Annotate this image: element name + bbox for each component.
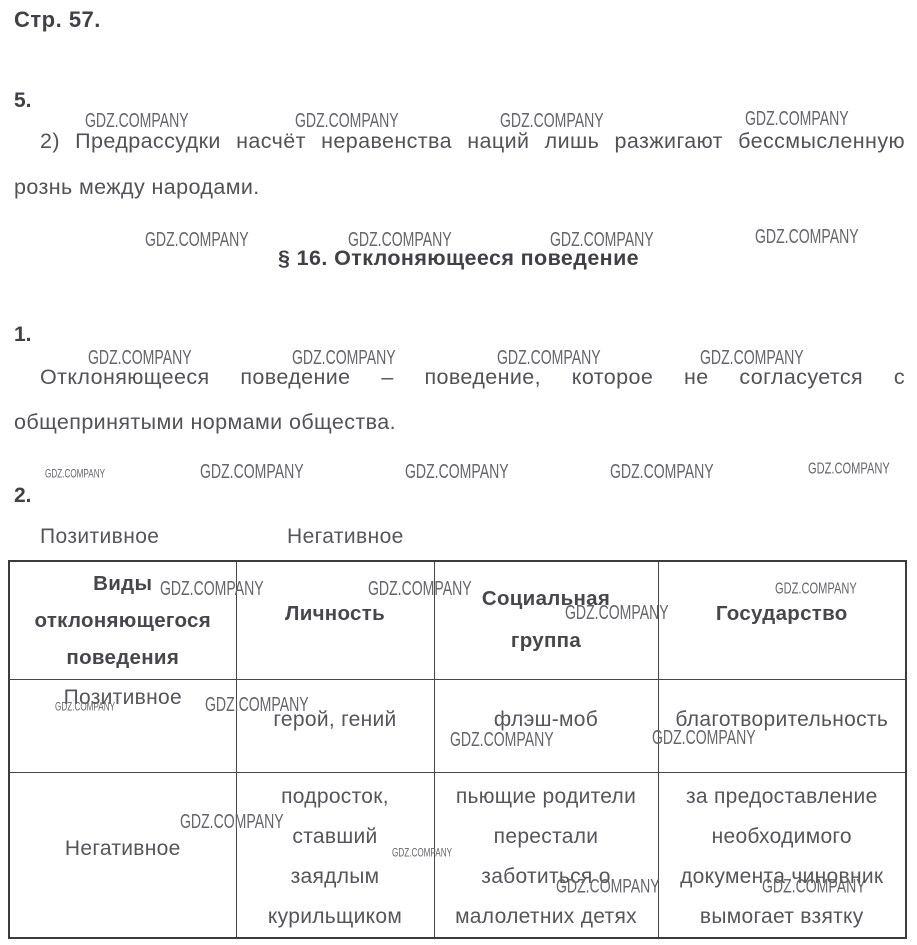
header-line: Государство xyxy=(715,602,848,625)
table-cell: подросток, ставший заядлым курильщиком xyxy=(235,771,435,938)
header-line: группа xyxy=(510,629,582,652)
row-label-cell: Позитивное xyxy=(8,678,237,773)
watermark: GDZ.COMPANY xyxy=(808,459,890,478)
table-row-negative: Негативное подросток, ставший заядлым ку… xyxy=(8,771,907,938)
watermark: GDZ.COMPANY xyxy=(200,460,304,483)
section-5-number: 5. xyxy=(14,89,32,112)
header-line: Социальная xyxy=(481,587,611,610)
watermark: GDZ.COMPANY xyxy=(550,228,654,251)
legend-positive: Позитивное xyxy=(40,525,160,548)
deviant-behavior-table: Виды отклоняющегося поведения Личность С… xyxy=(8,560,907,939)
watermark: GDZ.COMPANY xyxy=(450,728,554,751)
cell-line: заядлым xyxy=(290,864,380,888)
cell-line: благотворительность xyxy=(675,707,889,731)
table-cell: герой, гений xyxy=(235,678,435,773)
cell-line: флэш-моб xyxy=(493,707,599,731)
cell-line: курильщиком xyxy=(267,904,403,928)
paragraph-heading: § 16. Отклоняющееся поведение xyxy=(277,246,640,270)
table-header-state: Государство xyxy=(657,560,907,680)
table-cell: пьющие родители перестали заботиться о м… xyxy=(433,771,659,938)
section-1-text-line: Отклоняющееся поведение – поведение, кот… xyxy=(40,365,905,389)
row-label-cell: Негативное xyxy=(8,771,237,938)
page-title: Стр. 57. xyxy=(14,7,101,32)
cell-line: пьющие родители xyxy=(455,784,637,808)
watermark: GDZ.COMPANY xyxy=(348,228,452,251)
table-cell: благотворительность xyxy=(657,678,907,773)
cell-line: ставший xyxy=(292,824,378,848)
section-1-text-line: общепринятыми нормами общества. xyxy=(14,410,396,434)
section-5-text-line: рознь между народами. xyxy=(14,175,260,199)
watermark: GDZ.COMPANY xyxy=(775,579,857,598)
watermark: GDZ.COMPANY xyxy=(565,601,669,624)
watermark: GDZ.COMPANY xyxy=(745,107,849,130)
watermark: GDZ.COMPANY xyxy=(652,726,756,749)
cell-line: малолетних детях xyxy=(455,904,637,928)
watermark: GDZ.COMPANY xyxy=(292,346,396,369)
watermark: GDZ.COMPANY xyxy=(500,109,604,132)
watermark: GDZ.COMPANY xyxy=(610,460,714,483)
watermark: GDZ.COMPANY xyxy=(762,875,866,898)
watermark: GDZ.COMPANY xyxy=(405,460,509,483)
watermark: GDZ.COMPANY xyxy=(85,109,189,132)
table-header-social-group: Социальная группа xyxy=(433,560,659,680)
section-1-number: 1. xyxy=(14,323,32,346)
cell-line: перестали xyxy=(493,824,599,848)
cell-line: документа чиновник xyxy=(680,864,884,888)
header-line: отклоняющегося xyxy=(34,609,211,632)
section-5-text-line: 2) Предрассудки насчёт неравенства наций… xyxy=(40,129,905,153)
cell-line: герой, гений xyxy=(273,707,397,731)
table-row-positive: Позитивное герой, гений флэш-моб благотв… xyxy=(8,678,907,773)
watermark: GDZ.COMPANY xyxy=(55,700,115,714)
watermark: GDZ.COMPANY xyxy=(556,875,660,898)
header-line: поведения xyxy=(66,646,180,669)
cell-line: вымогает взятку xyxy=(699,904,864,928)
cell-line: необходимого xyxy=(711,824,852,848)
watermark: GDZ.COMPANY xyxy=(295,109,399,132)
table-cell: за предоставление необходимого документа… xyxy=(657,771,907,938)
cell-line: заботиться о xyxy=(481,864,611,888)
header-line: Виды xyxy=(93,572,153,595)
watermark: GDZ.COMPANY xyxy=(205,693,309,716)
cell-line: за предоставление xyxy=(685,784,878,808)
cell-line: подросток, xyxy=(281,784,389,808)
watermark: GDZ.COMPANY xyxy=(45,467,105,481)
watermark: GDZ.COMPANY xyxy=(392,846,452,860)
watermark: GDZ.COMPANY xyxy=(180,810,284,833)
watermark: GDZ.COMPANY xyxy=(88,346,192,369)
header-line: Личность xyxy=(285,602,385,625)
table-cell: флэш-моб xyxy=(433,678,659,773)
watermark: GDZ.COMPANY xyxy=(497,346,601,369)
legend-negative: Негативное xyxy=(287,525,404,548)
watermark: GDZ.COMPANY xyxy=(700,346,804,369)
section-2-number: 2. xyxy=(14,484,32,507)
watermark: GDZ.COMPANY xyxy=(755,225,859,248)
watermark: GDZ.COMPANY xyxy=(368,577,472,600)
watermark: GDZ.COMPANY xyxy=(145,228,249,251)
watermark: GDZ.COMPANY xyxy=(160,577,264,600)
